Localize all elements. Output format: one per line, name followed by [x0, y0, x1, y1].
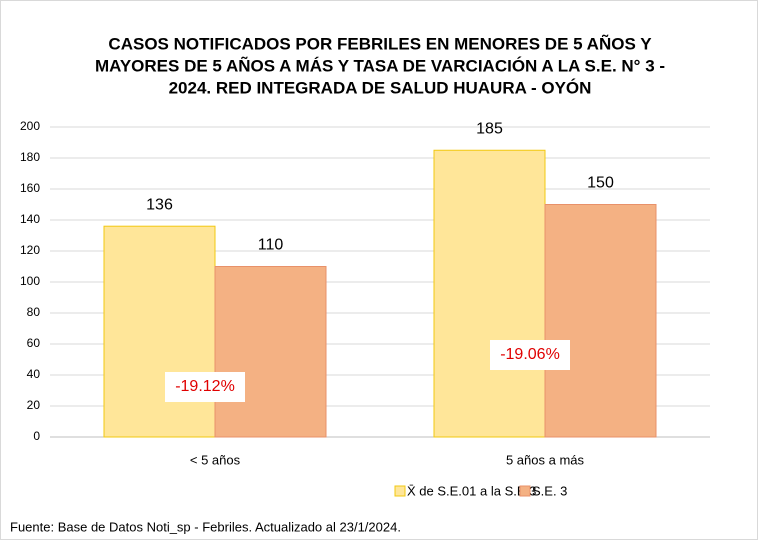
- bar: [103, 225, 216, 438]
- legend-label: X̄ de S.E.01 a la S.E.3: [407, 483, 536, 498]
- legend-swatch: [519, 485, 531, 497]
- legend-label: S.E. 3: [532, 483, 567, 498]
- y-tick-label: 160: [20, 181, 40, 195]
- y-tick-label: 80: [27, 305, 41, 319]
- chart-title: CASOS NOTIFICADOS POR FEBRILES EN MENORE…: [108, 33, 652, 53]
- x-tick-label: 5 años a más: [506, 452, 585, 467]
- legend-swatch: [394, 485, 406, 497]
- y-tick-label: 60: [27, 336, 41, 350]
- bar: [433, 149, 546, 438]
- data-label: 136: [146, 196, 173, 213]
- data-label: 150: [587, 175, 614, 192]
- y-tick-label: 20: [27, 398, 41, 412]
- annotation-box: [490, 340, 570, 370]
- footnote: Fuente: Base de Datos Noti_sp - Febriles…: [10, 519, 401, 534]
- x-tick-label: < 5 años: [190, 452, 241, 467]
- y-tick-label: 0: [33, 429, 40, 443]
- y-tick-label: 200: [20, 119, 40, 133]
- y-tick-label: 100: [20, 274, 40, 288]
- y-tick-label: 40: [27, 367, 41, 381]
- annotation: -19.06%: [500, 346, 560, 363]
- annotation-box: [165, 372, 245, 402]
- bar: [544, 204, 657, 438]
- data-label: 185: [476, 120, 503, 137]
- y-tick-label: 140: [20, 212, 40, 226]
- data-label: 110: [258, 237, 284, 254]
- chart-title: 2024. RED INTEGRADA DE SALUD HUAURA - OY…: [169, 78, 592, 97]
- y-tick-label: 180: [20, 150, 40, 164]
- bar: [214, 266, 327, 438]
- chart-title: MAYORES DE 5 AÑOS A MÁS Y TASA DE VARCIA…: [95, 55, 665, 75]
- y-tick-label: 120: [20, 243, 40, 257]
- annotation: -19.12%: [175, 378, 235, 395]
